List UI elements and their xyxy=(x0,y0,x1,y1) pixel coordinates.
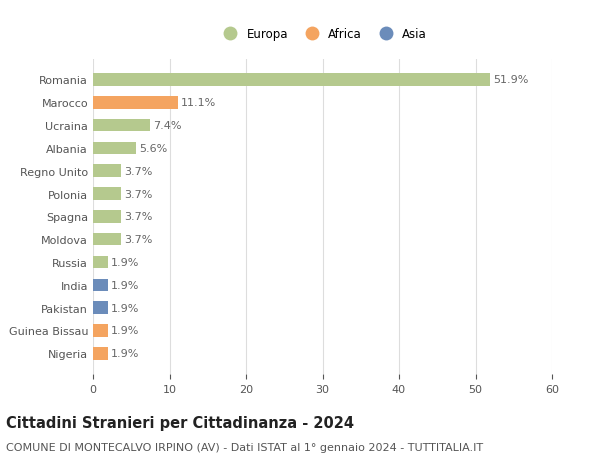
Bar xyxy=(93,119,149,132)
Text: 3.7%: 3.7% xyxy=(124,166,153,176)
Bar xyxy=(93,302,107,314)
Bar xyxy=(93,211,121,223)
Bar xyxy=(93,142,136,155)
Legend: Europa, Africa, Asia: Europa, Africa, Asia xyxy=(218,28,427,41)
Bar xyxy=(93,74,490,86)
Bar xyxy=(93,188,121,201)
Bar xyxy=(93,279,107,291)
Text: 1.9%: 1.9% xyxy=(110,280,139,290)
Text: 3.7%: 3.7% xyxy=(124,189,153,199)
Text: 1.9%: 1.9% xyxy=(110,348,139,358)
Text: Cittadini Stranieri per Cittadinanza - 2024: Cittadini Stranieri per Cittadinanza - 2… xyxy=(6,415,354,431)
Text: 5.6%: 5.6% xyxy=(139,144,167,154)
Text: COMUNE DI MONTECALVO IRPINO (AV) - Dati ISTAT al 1° gennaio 2024 - TUTTITALIA.IT: COMUNE DI MONTECALVO IRPINO (AV) - Dati … xyxy=(6,442,483,452)
Bar xyxy=(93,256,107,269)
Text: 1.9%: 1.9% xyxy=(110,326,139,336)
Text: 1.9%: 1.9% xyxy=(110,303,139,313)
Bar xyxy=(93,347,107,360)
Text: 11.1%: 11.1% xyxy=(181,98,216,108)
Text: 7.4%: 7.4% xyxy=(152,121,181,131)
Bar xyxy=(93,97,178,109)
Bar xyxy=(93,233,121,246)
Text: 51.9%: 51.9% xyxy=(493,75,529,85)
Text: 3.7%: 3.7% xyxy=(124,212,153,222)
Bar xyxy=(93,325,107,337)
Bar xyxy=(93,165,121,178)
Text: 3.7%: 3.7% xyxy=(124,235,153,245)
Text: 1.9%: 1.9% xyxy=(110,257,139,268)
